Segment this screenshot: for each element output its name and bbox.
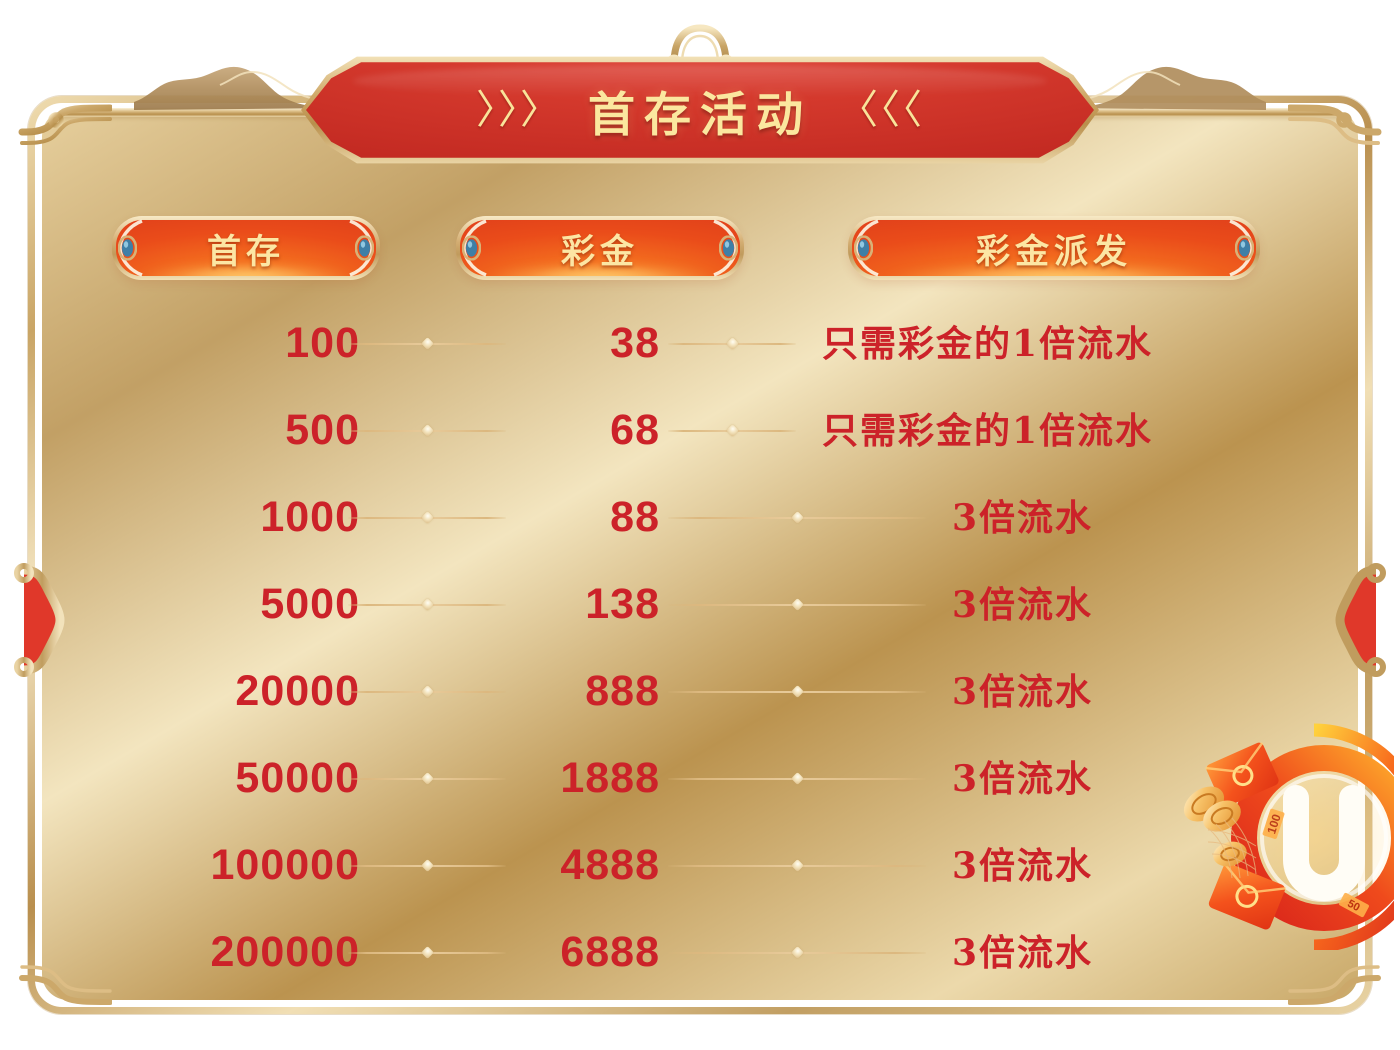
payout-requirement: 3倍流水 bbox=[952, 931, 1094, 974]
gem-icon bbox=[1235, 235, 1254, 261]
connector-line bbox=[668, 597, 926, 611]
bonus-amount: 138 bbox=[585, 580, 660, 628]
header-payout: 彩金派发 bbox=[848, 216, 1260, 280]
gem-icon bbox=[462, 235, 481, 261]
header-bonus-label: 彩金 bbox=[561, 231, 639, 272]
connector-line bbox=[348, 771, 506, 785]
header-payout-label: 彩金派发 bbox=[976, 231, 1132, 272]
header-deposit: 首存 bbox=[112, 216, 380, 280]
connector-line bbox=[668, 945, 926, 959]
page-title: 首存活动 bbox=[588, 87, 812, 143]
connector-line bbox=[348, 510, 506, 524]
connector-line bbox=[668, 336, 796, 350]
bonus-amount: 38 bbox=[610, 319, 660, 367]
payout-requirement: 3倍流水 bbox=[952, 583, 1094, 626]
deposit-amount: 200000 bbox=[210, 928, 360, 976]
table-row: 100000 4888 3倍流水 bbox=[0, 822, 1400, 909]
gem-icon bbox=[719, 235, 738, 261]
table-row: 50000 1888 3倍流水 bbox=[0, 735, 1400, 822]
deposit-amount: 500 bbox=[285, 406, 360, 454]
payout-requirement: 3倍流水 bbox=[952, 496, 1094, 539]
payout-requirement: 只需彩金的1倍流水 bbox=[822, 409, 1154, 452]
payout-requirement: 3倍流水 bbox=[952, 670, 1094, 713]
table-row: 500 68 只需彩金的1倍流水 bbox=[0, 387, 1400, 474]
connector-line bbox=[668, 858, 926, 872]
connector-line bbox=[348, 858, 506, 872]
deposit-amount: 50000 bbox=[235, 754, 360, 802]
table-row: 20000 888 3倍流水 bbox=[0, 648, 1400, 735]
chevron-right-triple-icon: 〉〉〉 bbox=[476, 88, 562, 132]
connector-line bbox=[668, 771, 926, 785]
connector-line bbox=[668, 510, 926, 524]
deposit-amount: 1000 bbox=[260, 493, 360, 541]
bonus-amount: 6888 bbox=[560, 928, 660, 976]
deposit-amount: 20000 bbox=[235, 667, 360, 715]
deposit-bonus-table: 100 38 只需彩金的1倍流水 500 68 只需彩金的1倍流水 1000 8… bbox=[0, 300, 1400, 996]
gem-icon bbox=[854, 235, 873, 261]
table-row: 100 38 只需彩金的1倍流水 bbox=[0, 300, 1400, 387]
payout-requirement: 3倍流水 bbox=[952, 757, 1094, 800]
bonus-amount: 68 bbox=[610, 406, 660, 454]
connector-line bbox=[348, 423, 506, 437]
connector-line bbox=[348, 336, 506, 350]
deposit-amount: 100000 bbox=[210, 841, 360, 889]
table-row: 200000 6888 3倍流水 bbox=[0, 909, 1400, 996]
table-header-row: 首存 bbox=[0, 216, 1400, 280]
bonus-amount: 888 bbox=[585, 667, 660, 715]
chevron-left-triple-icon: 〈〈〈 bbox=[838, 88, 924, 132]
connector-line bbox=[668, 423, 796, 437]
gem-icon bbox=[118, 235, 137, 261]
payout-requirement: 3倍流水 bbox=[952, 844, 1094, 887]
connector-line bbox=[348, 945, 506, 959]
connector-line bbox=[668, 684, 926, 698]
gem-icon bbox=[355, 235, 374, 261]
header-deposit-label: 首存 bbox=[207, 231, 285, 272]
header-bonus: 彩金 bbox=[456, 216, 744, 280]
bonus-amount: 4888 bbox=[560, 841, 660, 889]
title-plaque: 〉〉〉 首存活动 〈〈〈 bbox=[301, 56, 1099, 164]
connector-line bbox=[348, 684, 506, 698]
deposit-amount: 5000 bbox=[260, 580, 360, 628]
bonus-amount: 88 bbox=[610, 493, 660, 541]
connector-line bbox=[348, 597, 506, 611]
table-row: 5000 138 3倍流水 bbox=[0, 561, 1400, 648]
payout-requirement: 只需彩金的1倍流水 bbox=[822, 322, 1154, 365]
bonus-amount: 1888 bbox=[560, 754, 660, 802]
deposit-amount: 100 bbox=[285, 319, 360, 367]
table-row: 1000 88 3倍流水 bbox=[0, 474, 1400, 561]
